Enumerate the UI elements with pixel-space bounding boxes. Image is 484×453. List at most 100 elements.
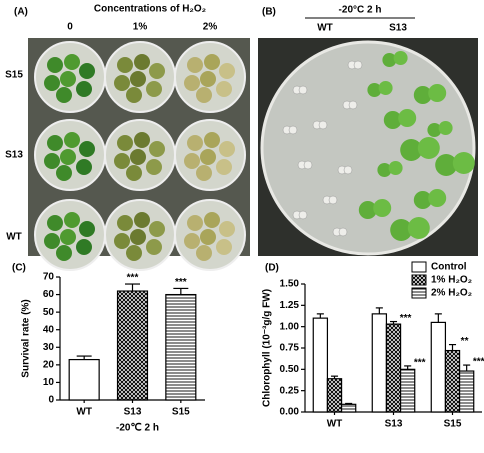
leaf-disc (187, 135, 203, 151)
seedling (400, 139, 423, 161)
legend-swatch (411, 274, 427, 286)
leaf-disc (60, 149, 76, 165)
leaf-disc (184, 233, 200, 249)
seedling (318, 120, 328, 130)
y-tick-label: 0.75 (280, 343, 300, 354)
column-label: 2% (203, 22, 218, 33)
legend-label: Control (431, 262, 467, 273)
y-tick-label: 1.00 (280, 321, 300, 332)
y-tick-label: 1.50 (280, 279, 300, 290)
panel-label: (C) (12, 263, 26, 274)
x-tick-label: S15 (172, 407, 190, 418)
significance-label: *** (127, 273, 139, 284)
y-tick-label: 50 (43, 307, 55, 318)
leaf-disc (47, 135, 63, 151)
seedling (417, 137, 440, 159)
leaf-disc (47, 57, 63, 73)
leaf-disc (126, 245, 142, 261)
leaf-disc (200, 229, 216, 245)
significance-label: *** (473, 357, 484, 368)
column-label: 1% (133, 22, 148, 33)
leaf-disc (126, 87, 142, 103)
legend-label: 1% H₂O₂ (431, 275, 472, 286)
column-label: WT (317, 23, 333, 34)
leaf-disc (149, 221, 165, 237)
leaf-disc (117, 57, 133, 73)
seedling (298, 85, 308, 95)
leaf-disc (130, 71, 146, 87)
leaf-disc (64, 132, 80, 148)
panel-heading: -20°C 2 h (339, 5, 382, 16)
seedling (390, 219, 413, 241)
seedling (373, 199, 392, 217)
photo-a-content (34, 41, 246, 271)
bar (444, 349, 461, 413)
seedling (367, 83, 382, 97)
x-tick-label: S15 (444, 419, 462, 430)
leaf-disc (219, 221, 235, 237)
bar (385, 323, 402, 413)
x-tick-label: S13 (385, 419, 403, 430)
leaf-disc (204, 54, 220, 70)
seedling (383, 111, 402, 129)
leaf-disc (146, 159, 162, 175)
bar (340, 403, 357, 413)
legend-swatch (411, 287, 427, 299)
y-tick-label: 0.00 (280, 407, 300, 418)
leaf-disc (76, 239, 92, 255)
y-tick-label: 20 (43, 359, 55, 370)
panel-label: (D) (265, 263, 279, 274)
leaf-disc (56, 245, 72, 261)
seedling (348, 100, 358, 110)
x-tick-label: WT (327, 419, 343, 430)
leaf-disc (200, 71, 216, 87)
seedling (388, 161, 403, 175)
x-tick-label: S13 (124, 407, 142, 418)
y-tick-label: 0 (48, 395, 54, 406)
seedling (377, 163, 392, 177)
row-label: WT (6, 232, 22, 243)
leaf-disc (216, 159, 232, 175)
leaf-disc (44, 153, 60, 169)
seedling (382, 53, 397, 67)
seedling (353, 60, 363, 70)
leaf-disc (184, 75, 200, 91)
leaf-disc (146, 81, 162, 97)
seedling (428, 84, 447, 102)
bar (430, 321, 447, 413)
leaf-disc (60, 229, 76, 245)
leaf-disc (126, 165, 142, 181)
leaf-disc (130, 149, 146, 165)
leaf-disc (60, 71, 76, 87)
y-tick-label: 10 (43, 377, 55, 388)
seedling (328, 195, 338, 205)
leaf-disc (64, 212, 80, 228)
y-tick-label: 40 (43, 324, 55, 335)
seedling (427, 123, 442, 137)
bar (312, 317, 329, 413)
leaf-disc (56, 87, 72, 103)
leaf-disc (187, 215, 203, 231)
leaf-disc (219, 63, 235, 79)
leaf-disc (216, 239, 232, 255)
charts: (C) Survival rate (%) 0 10 20 30 40 50 60 70 WT S13… (12, 261, 484, 434)
seedling (452, 152, 475, 174)
y-tick-label: 1.25 (280, 300, 300, 311)
leaf-disc (216, 81, 232, 97)
y-tick-label: 70 (43, 272, 55, 283)
leaf-disc (44, 233, 60, 249)
x-axis-label: -20℃ 2 h (116, 423, 159, 434)
leaf-disc (64, 54, 80, 70)
leaf-disc (76, 81, 92, 97)
leaf-disc (146, 239, 162, 255)
leaf-disc (79, 141, 95, 157)
seedling (413, 191, 432, 209)
legend-label: 2% H₂O₂ (431, 288, 472, 299)
leaf-disc (47, 215, 63, 231)
bar (116, 290, 149, 401)
leaf-disc (204, 132, 220, 148)
leaf-disc (79, 221, 95, 237)
seedling (407, 217, 430, 239)
y-axis-label: Survival rate (%) (21, 299, 32, 377)
leaf-disc (56, 165, 72, 181)
